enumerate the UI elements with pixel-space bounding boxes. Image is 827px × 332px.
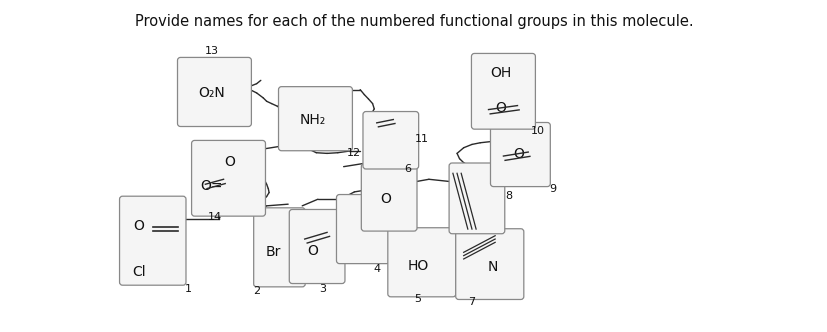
FancyBboxPatch shape	[387, 228, 456, 297]
Text: NH₂: NH₂	[299, 113, 326, 126]
FancyBboxPatch shape	[448, 163, 504, 234]
Text: 8: 8	[505, 191, 512, 201]
FancyBboxPatch shape	[119, 196, 186, 285]
Text: O: O	[512, 147, 523, 161]
Text: 9: 9	[549, 184, 556, 194]
Text: O=: O=	[199, 179, 222, 193]
Text: 12: 12	[346, 148, 361, 158]
FancyBboxPatch shape	[490, 123, 550, 187]
Text: 10: 10	[531, 126, 544, 136]
Text: 6: 6	[404, 164, 411, 174]
Text: 14: 14	[208, 212, 222, 222]
Text: O₂N: O₂N	[198, 86, 225, 100]
Text: 11: 11	[415, 134, 428, 144]
FancyBboxPatch shape	[177, 57, 251, 126]
FancyBboxPatch shape	[455, 229, 523, 299]
Text: 1: 1	[185, 284, 192, 294]
Text: 2: 2	[253, 286, 260, 295]
Text: O: O	[224, 155, 236, 169]
FancyBboxPatch shape	[361, 164, 417, 231]
FancyBboxPatch shape	[471, 53, 535, 129]
Text: 7: 7	[468, 297, 475, 307]
Text: Cl: Cl	[132, 265, 146, 279]
Text: 3: 3	[319, 284, 326, 294]
FancyBboxPatch shape	[253, 208, 305, 287]
Text: OH: OH	[490, 66, 511, 80]
Text: 13: 13	[205, 46, 218, 56]
Text: 5: 5	[414, 294, 421, 304]
FancyBboxPatch shape	[191, 140, 265, 216]
Text: O: O	[495, 101, 506, 115]
Text: N: N	[487, 260, 497, 274]
Text: O: O	[307, 244, 318, 258]
FancyBboxPatch shape	[362, 112, 418, 169]
Text: O: O	[380, 192, 391, 206]
FancyBboxPatch shape	[336, 195, 390, 264]
Text: O: O	[133, 219, 145, 233]
Text: 4: 4	[373, 264, 380, 274]
Text: Provide names for each of the numbered functional groups in this molecule.: Provide names for each of the numbered f…	[135, 14, 692, 29]
Text: Br: Br	[265, 245, 280, 259]
Text: HO: HO	[407, 259, 428, 273]
FancyBboxPatch shape	[289, 209, 345, 284]
FancyBboxPatch shape	[278, 87, 352, 151]
